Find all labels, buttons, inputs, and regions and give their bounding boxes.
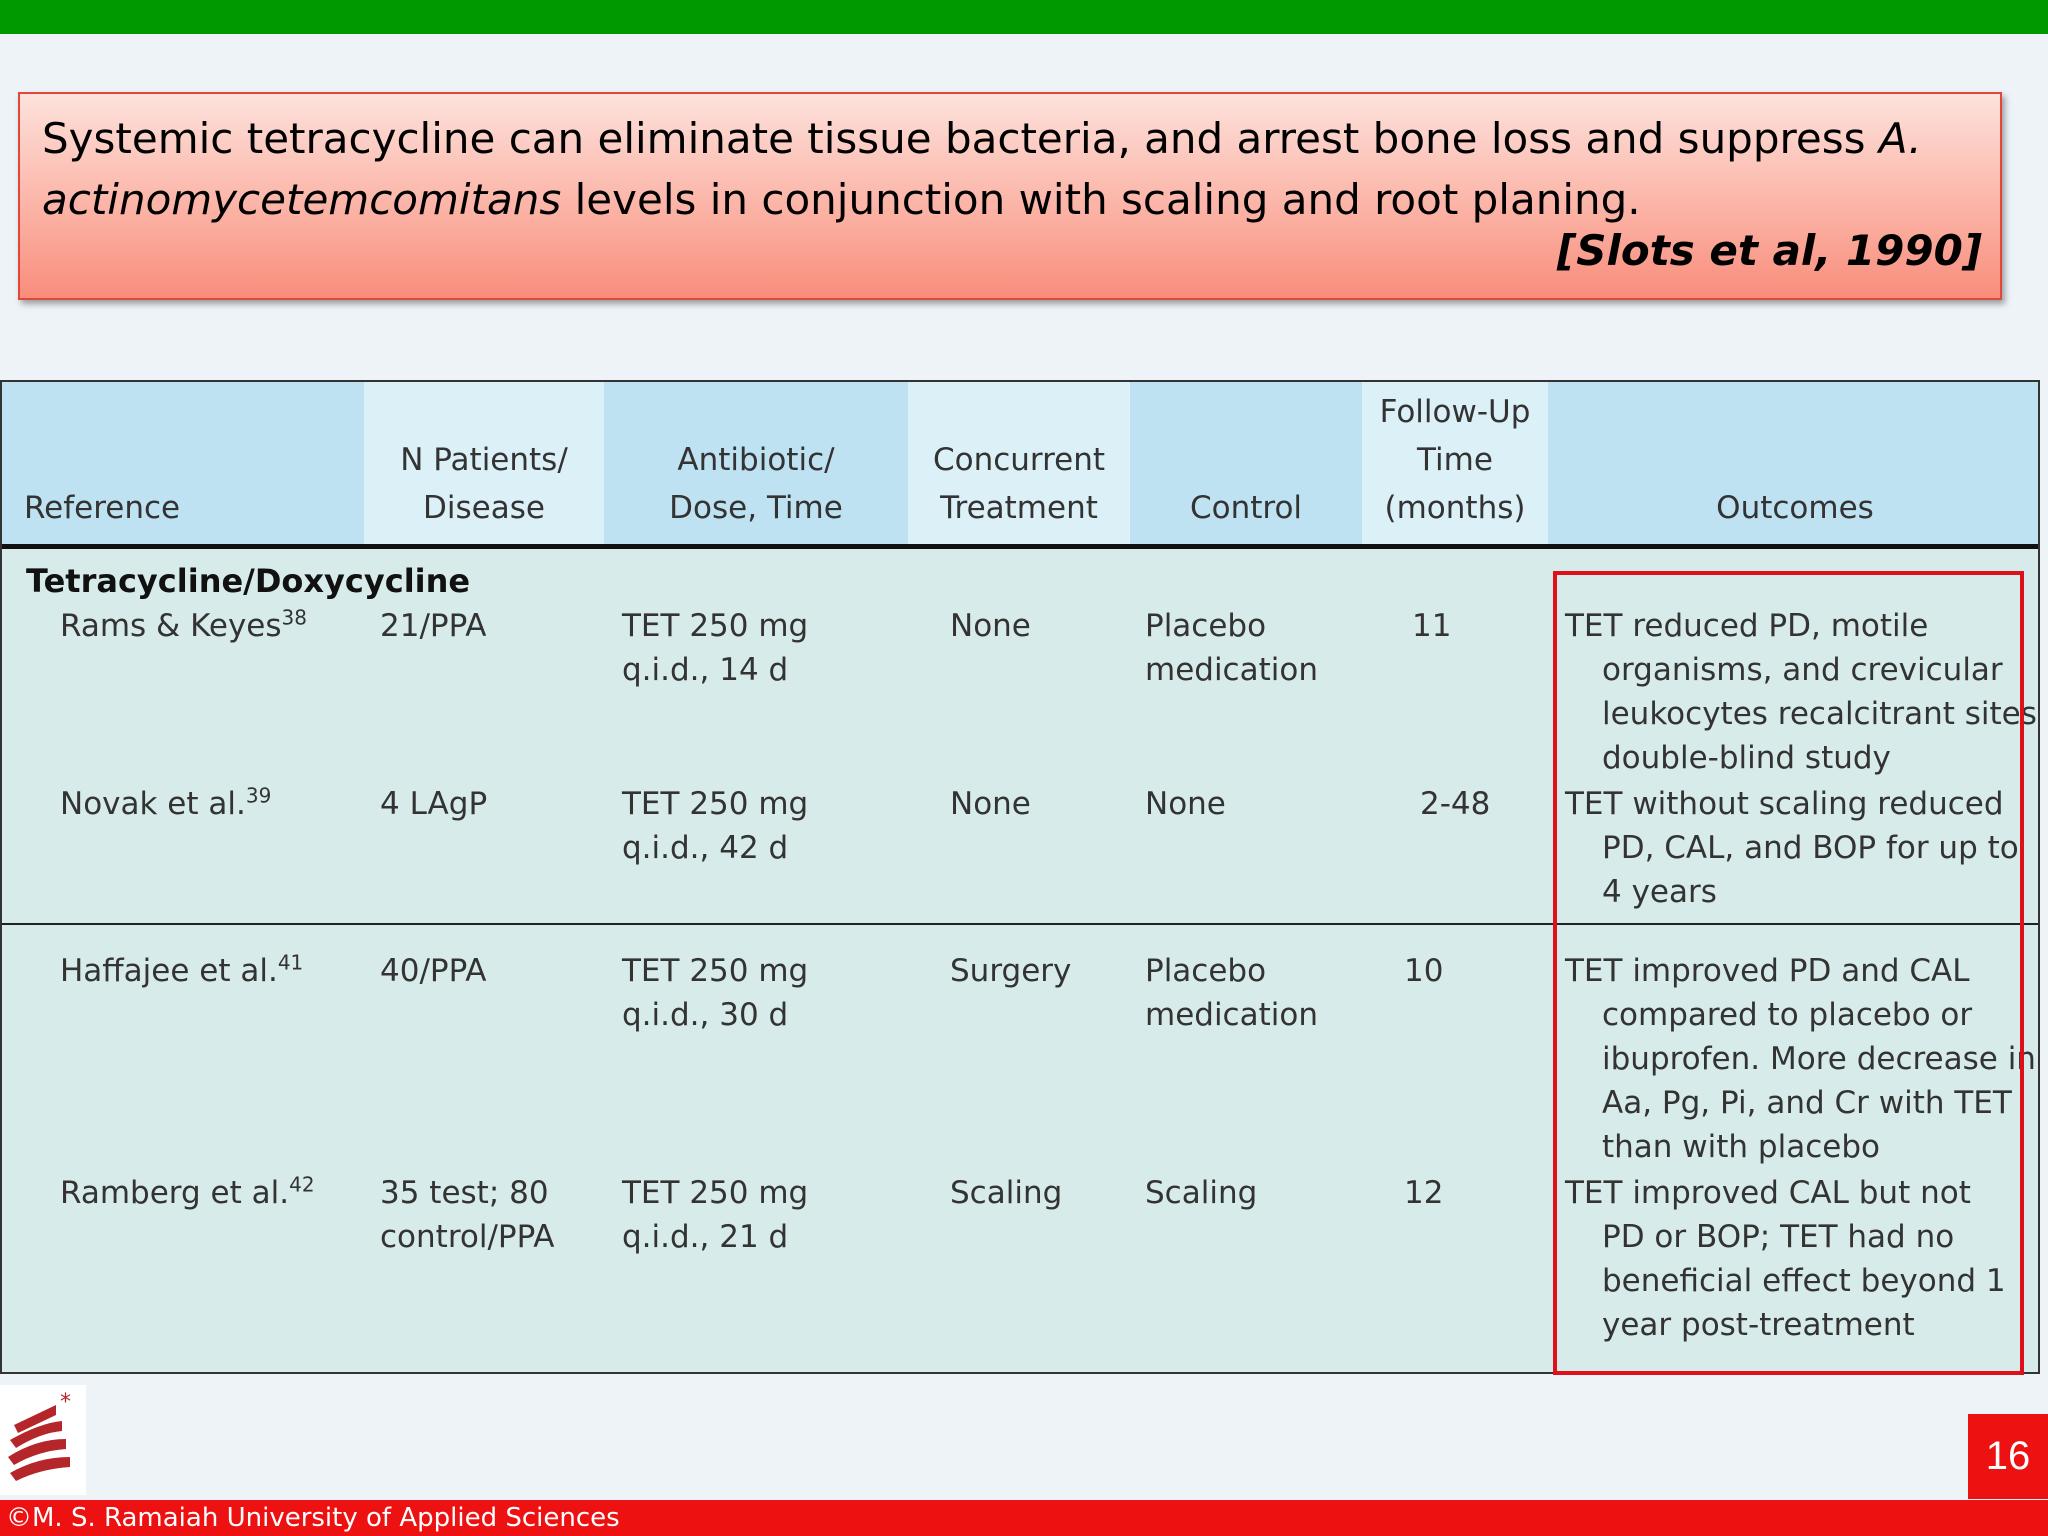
footer-bar: ©M. S. Ramaiah University of Applied Sci…: [0, 1500, 2048, 1536]
row4-antibiotic: TET 250 mg q.i.d., 21 d: [622, 1175, 809, 1255]
outcomes-highlight-box: [1553, 571, 2024, 1375]
row3-concurrent: Surgery: [950, 953, 1072, 989]
row1-reference: Rams & Keyes38: [60, 605, 307, 644]
header-rule: [2, 544, 2038, 549]
row3-followup: 10: [1404, 953, 1444, 989]
footer-copyright: ©M. S. Ramaiah University of Applied Sci…: [6, 1503, 620, 1533]
header-followup: Follow-Up Time (months): [1362, 382, 1548, 544]
header-concurrent: Concurrent Treatment: [908, 382, 1130, 544]
row2-concurrent: None: [950, 786, 1031, 822]
row2-antibiotic: TET 250 mg q.i.d., 42 d: [622, 786, 809, 866]
group-title: Tetracycline/Doxycycline: [26, 562, 471, 600]
header-patients: N Patients/ Disease: [364, 382, 604, 544]
table-header: Reference N Patients/ Disease Antibiotic…: [2, 382, 2038, 544]
row1-antibiotic: TET 250 mg q.i.d., 14 d: [622, 608, 809, 688]
row3-patients: 40/PPA: [380, 953, 487, 989]
top-accent-bar: [0, 0, 2048, 34]
row-divider: [2, 923, 2038, 925]
row3-antibiotic: TET 250 mg q.i.d., 30 d: [622, 953, 809, 1033]
row1-outcome: TET reduced PD, motile organisms, and cr…: [1565, 608, 2040, 776]
header-control: Control: [1130, 382, 1362, 544]
row2-outcome: TET without scaling reduced PD, CAL, and…: [1565, 786, 2019, 910]
row2-control: None: [1145, 786, 1226, 822]
callout-text-italic: A. actinomycetemcomitans: [42, 114, 1922, 224]
row1-control: Placebo medication: [1145, 608, 1318, 688]
page-number: 16: [1968, 1414, 2048, 1499]
header-reference: Reference: [2, 382, 364, 544]
row2-patients: 4 LAgP: [380, 786, 488, 822]
row3-outcome: TET improved PD and CAL compared to plac…: [1565, 953, 2036, 1165]
svg-text:*: *: [60, 1390, 71, 1415]
university-logo-icon: *: [0, 1385, 86, 1495]
callout-text-part2: levels in conjunction with scaling and r…: [561, 175, 1641, 224]
row4-outcome: TET improved CAL but not PD or BOP; TET …: [1565, 1175, 2006, 1343]
row2-followup: 2-48: [1420, 786, 1491, 822]
row2-reference: Novak et al.39: [60, 783, 272, 822]
row4-reference: Ramberg et al.42: [60, 1172, 315, 1211]
header-outcomes: Outcomes: [1548, 382, 2038, 544]
row1-concurrent: None: [950, 608, 1031, 644]
row4-control: Scaling: [1145, 1175, 1258, 1211]
row3-control: Placebo medication: [1145, 953, 1318, 1033]
quote-callout: Systemic tetracycline can eliminate tiss…: [18, 92, 2002, 300]
callout-text: Systemic tetracycline can eliminate tiss…: [42, 108, 1972, 230]
callout-text-part1: Systemic tetracycline can eliminate tiss…: [42, 114, 1879, 163]
row4-followup: 12: [1404, 1175, 1444, 1211]
citation: [Slots et al, 1990]: [1557, 226, 1982, 275]
row4-concurrent: Scaling: [950, 1175, 1063, 1211]
row3-reference: Haffajee et al.41: [60, 950, 304, 989]
study-table: Reference N Patients/ Disease Antibiotic…: [0, 380, 2040, 1374]
header-antibiotic: Antibiotic/ Dose, Time: [604, 382, 908, 544]
row1-patients: 21/PPA: [380, 608, 487, 644]
row4-patients: 35 test; 80 control/PPA: [380, 1175, 555, 1255]
row1-followup: 11: [1412, 608, 1452, 644]
